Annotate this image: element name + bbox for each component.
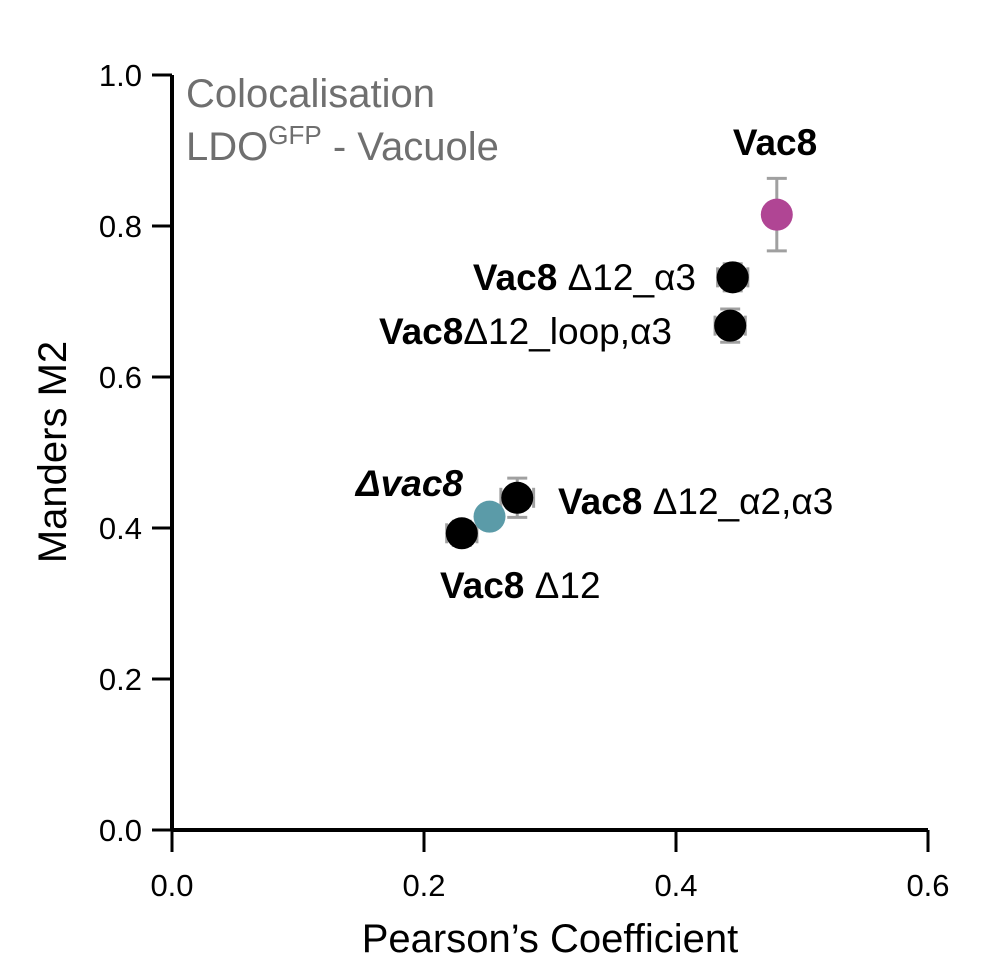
point-label: Vac8 Δ12_α2,α3 <box>558 481 833 522</box>
x-tick-label: 0.0 <box>150 868 193 903</box>
x-tick-label: 0.2 <box>402 868 445 903</box>
annotation-line-2: LDOGFP - Vacuole <box>186 120 499 169</box>
annotation-ldo: LDO <box>186 125 268 169</box>
y-tick-label: 0.0 <box>99 813 142 848</box>
point-label-bold: Vac8 <box>473 257 557 298</box>
point-label: Vac8Δ12_loop,α3 <box>379 311 672 352</box>
data-points <box>445 176 793 550</box>
point-label-bold: Vac8 <box>440 565 524 606</box>
point-label: Vac8 Δ12 <box>440 565 601 606</box>
point-label-rest: Δ12_α2,α3 <box>642 481 833 522</box>
point-label-rest: Δ12_loop,α3 <box>463 311 672 352</box>
point-label-rest: Δ12 <box>524 565 600 606</box>
point-label: Vac8 <box>733 122 817 163</box>
y-axis-title: Manders M2 <box>31 341 75 563</box>
annotation-superscript: GFP <box>268 120 321 150</box>
point-label-rest: Δ12_α3 <box>557 257 696 298</box>
y-tick-label: 0.4 <box>99 511 142 546</box>
data-point <box>714 309 747 342</box>
annotation-line-1: Colocalisation <box>186 72 435 116</box>
y-tick-label: 1.0 <box>99 58 142 93</box>
point-label-bold: Vac8 <box>733 122 817 163</box>
point-label-bold: Vac8 <box>558 481 642 522</box>
y-tick-label: 0.8 <box>99 209 142 244</box>
data-point <box>760 198 793 231</box>
x-tick-label: 0.6 <box>906 868 949 903</box>
annotation-vacuole: - Vacuole <box>322 125 499 169</box>
y-tick-label: 0.6 <box>99 360 142 395</box>
data-point <box>716 261 749 294</box>
y-axis-ticks: 0.0 0.2 0.4 0.6 0.8 1.0 <box>99 58 172 848</box>
x-axis-title: Pearson’s Coefficient <box>362 917 739 961</box>
data-point <box>445 517 478 550</box>
y-tick-label: 0.2 <box>99 662 142 697</box>
point-label: Vac8 Δ12_α3 <box>473 257 696 298</box>
point-label-bold: Vac8 <box>379 311 463 352</box>
data-point <box>501 481 534 514</box>
point-label: Δvac8 <box>354 463 464 504</box>
x-axis-ticks: 0.0 0.2 0.4 0.6 <box>150 830 950 903</box>
chart-annotation: Colocalisation LDOGFP - Vacuole <box>186 72 499 169</box>
data-point <box>473 500 506 533</box>
point-label-bold: Δvac8 <box>354 463 464 504</box>
x-tick-label: 0.4 <box>654 868 697 903</box>
